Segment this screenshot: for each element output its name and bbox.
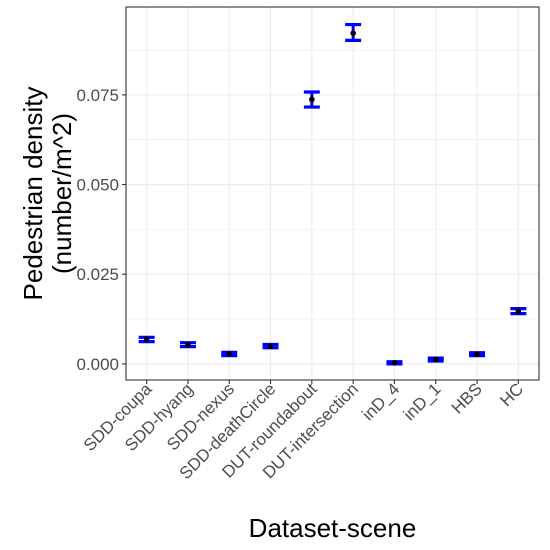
y-axis-title-line1: Pedestrian density <box>18 87 48 301</box>
grid-major <box>126 7 539 380</box>
y-axis: 0.000 0.025 0.050 0.075 <box>76 86 126 374</box>
y-tick-label: 0.050 <box>76 176 119 195</box>
x-tick-label: HC <box>496 379 527 410</box>
y-tick-label: 0.000 <box>76 355 119 374</box>
data-point <box>309 96 315 103</box>
x-tick-label: HBS <box>448 379 486 417</box>
data-point <box>515 308 522 314</box>
data-point <box>185 342 191 348</box>
y-axis-title-line2: (number/m^2) <box>47 113 77 274</box>
grid-minor <box>126 49 539 320</box>
y-tick-label: 0.075 <box>76 86 119 105</box>
data-point <box>350 30 356 36</box>
data-point <box>226 351 233 357</box>
data-point <box>474 351 480 357</box>
data-point <box>432 356 439 363</box>
data-point <box>391 359 398 366</box>
y-tick-label: 0.025 <box>76 265 119 284</box>
x-tick-label: inD_4 <box>358 379 403 424</box>
data-marks <box>138 22 527 366</box>
x-axis-title: Dataset-scene <box>249 513 417 543</box>
x-axis: SDD-coupaSDD-hyangSDD-nexusSDD-deathCirc… <box>80 379 527 483</box>
panel-border <box>125 6 540 381</box>
data-point <box>143 336 150 343</box>
x-tick-label: inD_1 <box>400 379 445 424</box>
data-point <box>267 343 274 350</box>
